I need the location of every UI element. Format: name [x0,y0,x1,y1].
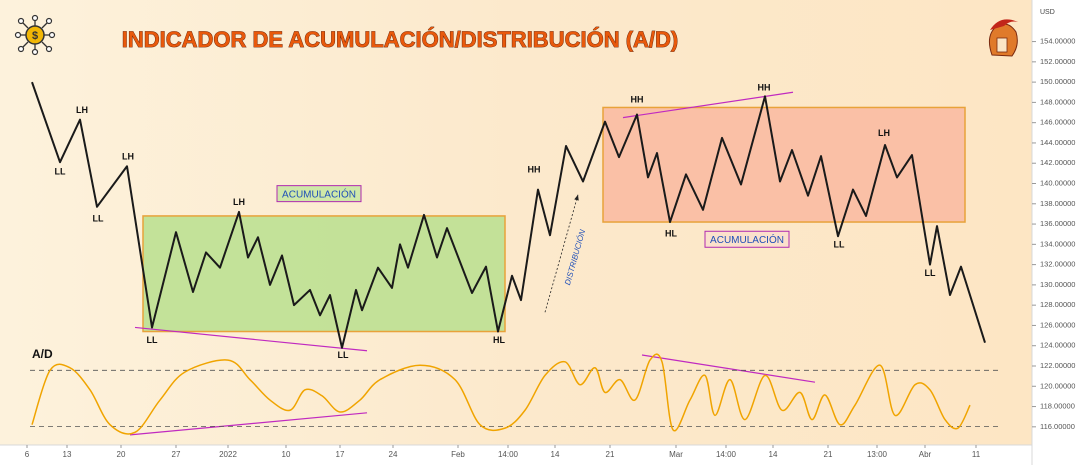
oscillator-line [31,353,971,435]
x-tick-label: 24 [389,450,398,459]
x-tick-label: 27 [172,450,181,459]
y-tick-label: 138.00000 [1040,199,1075,208]
x-tick-label: 13 [63,450,72,459]
y-tick-label: 146.00000 [1040,118,1075,127]
oscillator-trend-line [641,354,816,383]
distribution-arrow [544,194,579,313]
x-tick-label: 10 [282,450,291,459]
x-tick-label: 11 [972,450,981,459]
y-tick-label: 128.00000 [1040,300,1075,309]
y-tick-label: 120.00000 [1040,381,1075,390]
y-tick-label: 130.00000 [1040,280,1075,289]
swing-label: LL [338,350,349,360]
x-tick-label: 14 [551,450,560,459]
price-line [31,81,986,349]
y-tick-label: 116.00000 [1040,422,1075,431]
region-label-box [276,185,362,203]
pane-label: A/D [32,347,53,361]
swing-label: LH [122,152,134,162]
x-tick-label: 13:00 [867,450,888,459]
oscillator-trend-line [129,412,368,436]
y-tick-label: 122.00000 [1040,361,1075,370]
x-tick-label: 2022 [219,450,237,459]
region-label-group: ACUMULACIÓN [276,185,362,203]
swing-label: HL [493,335,505,345]
x-tick-label: 6 [25,450,30,459]
x-tick-label: Feb [451,450,465,459]
region-label-box [704,230,790,248]
x-tick-label: Abr [919,450,932,459]
y-tick-label: 152.00000 [1040,57,1075,66]
swing-label: LL [147,335,158,345]
x-tick-label: 17 [336,450,345,459]
swing-label: LL [925,268,936,278]
arrow-head [574,194,579,201]
x-tick-label: Mar [669,450,683,459]
y-tick-label: 140.00000 [1040,178,1075,187]
y-tick-label: 126.00000 [1040,320,1075,329]
region-label-group: ACUMULACIÓN [704,230,790,248]
x-tick-label: 20 [117,450,126,459]
y-tick-label: 118.00000 [1040,402,1075,411]
y-tick-label: 154.00000 [1040,37,1075,46]
swing-label: LH [233,197,245,207]
currency-label: USD [1040,9,1055,16]
swing-label: LL [93,213,104,223]
y-tick-label: 148.00000 [1040,97,1075,106]
y-tick-label: 136.00000 [1040,219,1075,228]
region-box [602,106,966,223]
swing-label: LH [76,105,88,115]
y-tick-label: 134.00000 [1040,239,1075,248]
swing-label: LL [834,240,845,250]
y-tick-label: 144.00000 [1040,138,1075,147]
y-tick-label: 150.00000 [1040,77,1075,86]
logo-icon: $ [14,14,56,56]
x-tick-label: 14 [769,450,778,459]
x-tick-label: 21 [606,450,615,459]
swing-label: HH [631,95,644,105]
chart-title: INDICADOR DE ACUMULACIÓN/DISTRIBUCIÓN (A… [122,27,679,52]
svg-text:$: $ [32,30,38,42]
y-tick-label: 142.00000 [1040,158,1075,167]
swing-label: HH [528,165,541,175]
region-box [142,215,506,333]
swing-label: HH [758,83,771,93]
time-axis-background [0,445,1032,465]
region-label: ACUMULACIÓN [282,187,356,200]
y-tick-label: 132.00000 [1040,260,1075,269]
x-tick-label: 14:00 [498,450,519,459]
helmet-icon [988,19,1018,57]
swing-label: LH [878,128,890,138]
trend-line [134,326,368,352]
swing-label: HL [665,229,677,239]
region-label: ACUMULACIÓN [710,233,784,246]
swing-label: LL [55,167,66,177]
y-tick-label: 124.00000 [1040,341,1075,350]
axis-background [1032,0,1080,465]
x-tick-label: 21 [824,450,833,459]
x-tick-label: 14:00 [716,450,737,459]
